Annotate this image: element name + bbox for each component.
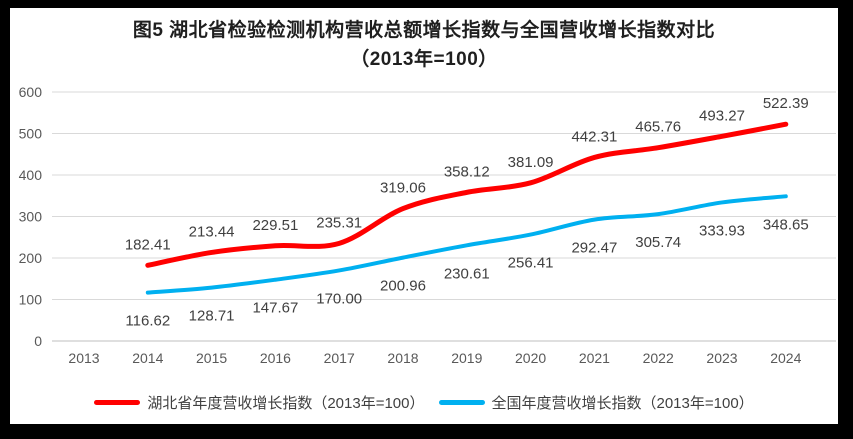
x-tick-label: 2020 bbox=[515, 350, 546, 366]
x-tick-label: 2021 bbox=[579, 350, 610, 366]
data-label: 116.62 bbox=[125, 313, 170, 330]
legend-swatch-national bbox=[438, 399, 485, 405]
chart-legend: 湖北省年度营收增长指数（2013年=100） 全国年度营收增长指数（2013年=… bbox=[10, 392, 838, 412]
series-line-0 bbox=[145, 121, 789, 268]
data-label: 442.31 bbox=[571, 128, 617, 145]
data-label: 229.51 bbox=[252, 217, 298, 234]
x-tick-label: 2016 bbox=[260, 350, 291, 366]
y-tick-label: 300 bbox=[19, 209, 43, 225]
y-tick-label: 100 bbox=[19, 292, 43, 308]
data-label: 256.41 bbox=[508, 255, 554, 272]
data-label: 200.96 bbox=[380, 278, 426, 295]
data-label: 235.31 bbox=[316, 214, 362, 231]
legend-label-hubei: 湖北省年度营收增长指数（2013年=100） bbox=[147, 394, 425, 412]
data-label: 333.93 bbox=[699, 222, 745, 239]
data-label: 319.06 bbox=[380, 180, 426, 197]
chart-title: 图5 湖北省检验检测机构营收总额增长指数与全国营收增长指数对比 bbox=[132, 20, 716, 41]
data-label: 182.41 bbox=[125, 236, 171, 253]
data-label: 493.27 bbox=[699, 107, 745, 124]
x-tick-label: 2017 bbox=[324, 350, 355, 366]
legend-swatch-hubei bbox=[94, 399, 141, 405]
data-label: 305.74 bbox=[635, 234, 681, 251]
y-tick-label: 400 bbox=[19, 167, 43, 183]
x-tick-label: 2024 bbox=[770, 350, 801, 366]
data-label: 381.09 bbox=[508, 154, 554, 171]
y-tick-label: 600 bbox=[19, 84, 43, 100]
data-label: 348.65 bbox=[763, 216, 809, 233]
data-label: 213.44 bbox=[189, 223, 235, 240]
series-line-1 bbox=[145, 194, 788, 295]
data-label: 465.76 bbox=[635, 119, 681, 136]
data-label: 230.61 bbox=[444, 265, 490, 282]
chart-subtitle: （2013年=100） bbox=[350, 49, 498, 70]
data-label: 170.00 bbox=[316, 290, 362, 307]
y-tick-label: 0 bbox=[34, 333, 42, 349]
legend-item-hubei: 湖北省年度营收增长指数（2013年=100） bbox=[94, 392, 425, 413]
chart-frame: 图5 湖北省检验检测机构营收总额增长指数与全国营收增长指数对比 （2013年=1… bbox=[10, 8, 838, 424]
y-tick-label: 200 bbox=[19, 250, 43, 266]
x-tick-label: 2022 bbox=[643, 350, 674, 366]
chart-canvas: 600 500 400 300 200 100 0 2013 2014 2015 2016 2017 2… bbox=[19, 84, 836, 366]
legend-label-national: 全国年度营收增长指数（2013年=100） bbox=[491, 394, 754, 412]
data-label: 358.12 bbox=[444, 163, 490, 180]
x-tick-label: 2018 bbox=[387, 350, 418, 366]
y-tick-label: 500 bbox=[19, 126, 43, 142]
x-tick-label: 2023 bbox=[706, 350, 737, 366]
data-label: 128.71 bbox=[189, 308, 235, 325]
data-label: 147.67 bbox=[252, 300, 298, 317]
chart-title-block: 图5 湖北省检验检测机构营收总额增长指数与全国营收增长指数对比 （2013年=1… bbox=[10, 16, 838, 74]
data-label: 292.47 bbox=[571, 240, 617, 257]
legend-item-national: 全国年度营收增长指数（2013年=100） bbox=[438, 392, 754, 413]
x-tick-label: 2013 bbox=[68, 350, 99, 366]
x-tick-label: 2014 bbox=[132, 350, 163, 366]
x-tick-label: 2019 bbox=[451, 350, 482, 366]
x-tick-label: 2015 bbox=[196, 350, 227, 366]
data-label: 522.39 bbox=[763, 95, 809, 112]
